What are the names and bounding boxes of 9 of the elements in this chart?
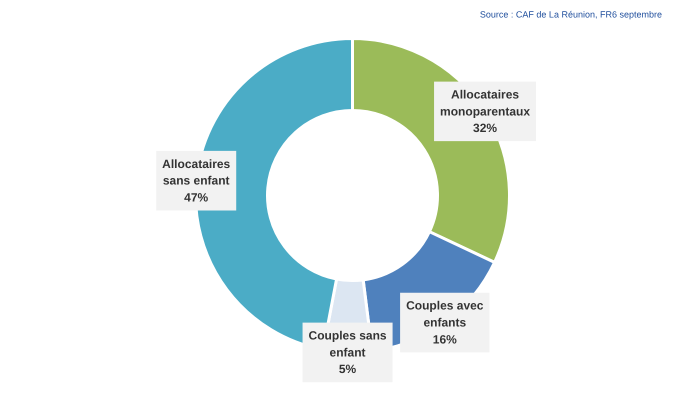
slice-label: Couples avec enfants — [406, 298, 484, 330]
slice-label: Allocataires monoparentaux — [440, 88, 530, 118]
source-note: Source : CAF de La Réunion, FR6 septembre — [480, 10, 662, 20]
data-label: 16% — [432, 332, 458, 346]
slice-label: Couples sans enfant — [308, 328, 387, 360]
data-label: 47% — [184, 190, 209, 205]
slice-label: Allocataires sans enfant — [162, 156, 231, 188]
data-label: 5% — [338, 362, 357, 376]
data-label: 32% — [473, 121, 498, 136]
